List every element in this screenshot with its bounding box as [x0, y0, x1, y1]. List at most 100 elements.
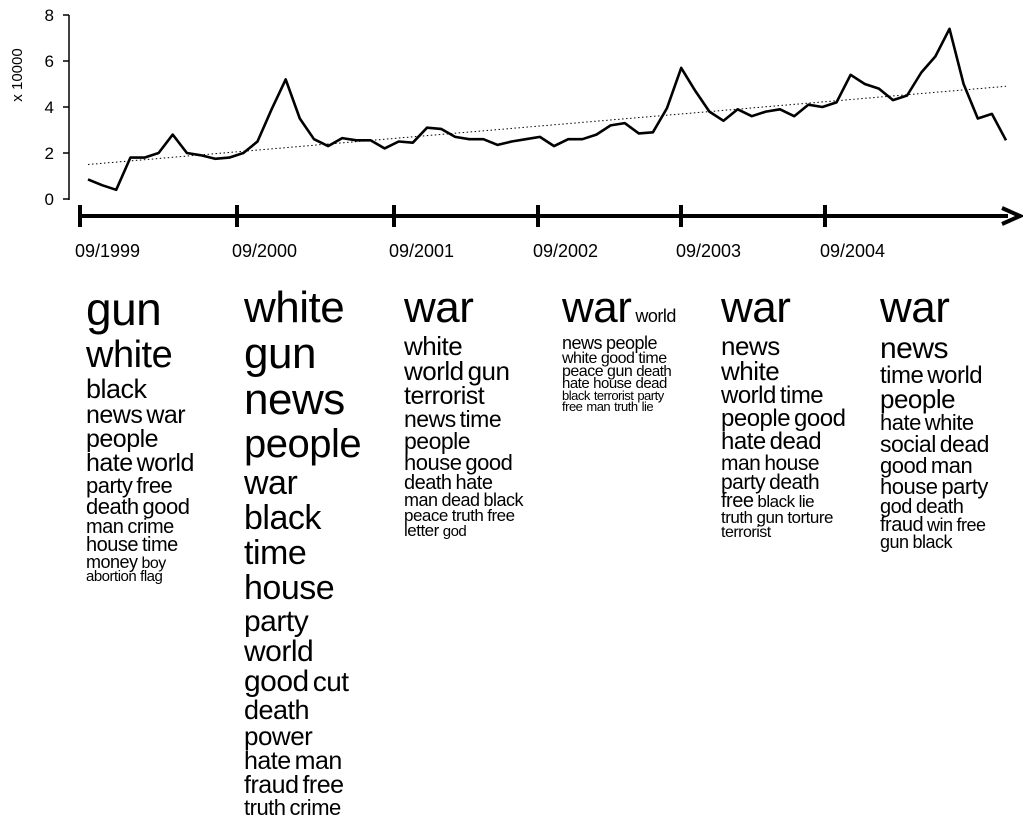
cloud-word: war	[880, 283, 950, 332]
word-cloud-line: god death	[880, 496, 989, 518]
word-cloud-line: black	[244, 501, 361, 539]
word-cloud-line: peace gun death	[562, 363, 676, 380]
cloud-word: time	[459, 406, 502, 432]
word-cloud-line: time	[244, 534, 361, 574]
word-cloud-09-2000: white gun news people war black time house party…	[244, 286, 362, 820]
cloud-word: time	[880, 362, 924, 389]
word-cloud-line: man dead black	[404, 490, 523, 510]
word-cloud-line: house party	[880, 474, 989, 499]
word-cloud-09-2002: war world news people white good time peace…	[562, 283, 676, 414]
word-cloud-line: man house	[721, 452, 845, 475]
x-axis-arrowhead	[1001, 206, 1023, 226]
word-cloud-line: death good	[86, 496, 194, 519]
cloud-word: dead	[769, 428, 822, 455]
word-cloud-line: fraud free	[244, 773, 361, 799]
cloud-word: world	[404, 356, 464, 386]
cloud-word: free	[562, 399, 583, 414]
cloud-word: dead	[939, 431, 990, 457]
cloud-word: house	[880, 474, 938, 499]
word-cloud-line: white good time	[562, 350, 676, 367]
word-cloud-09-2001: war white world gun terrorist news time peopl…	[404, 286, 523, 540]
x-tick-label: 09/2002	[533, 241, 598, 261]
cloud-word: people	[404, 428, 471, 454]
word-cloud-09-1999: gun white black news war people hate world par…	[86, 283, 194, 584]
cloud-word: fraud	[880, 514, 924, 536]
cloud-word: house	[764, 452, 820, 475]
cloud-word: peace	[562, 363, 604, 380]
series-line	[87, 27, 1008, 192]
cloud-word: gun	[880, 532, 909, 552]
word-cloud-line: truth gun torture	[721, 508, 845, 527]
word-cloud-line: peace truth free	[404, 506, 523, 525]
cloud-word: party	[244, 605, 309, 638]
cloud-word: free	[956, 515, 987, 535]
cloud-word: good	[244, 665, 309, 698]
cloud-word: death	[404, 472, 452, 494]
cloud-word: black	[912, 532, 953, 552]
word-cloud-line: people	[880, 384, 989, 414]
cloud-word: house	[86, 534, 139, 556]
cloud-word: people	[880, 384, 956, 414]
word-cloud-line: hate man	[244, 747, 361, 775]
word-cloud-line: fraud win free	[880, 514, 989, 536]
cloud-word: death	[915, 496, 964, 518]
cloud-word: time	[244, 534, 307, 572]
word-cloud-line: party	[244, 605, 361, 639]
x-tick-label: 09/2004	[820, 241, 885, 261]
word-cloud-line: free man truth lie	[562, 399, 676, 414]
cloud-word: time	[779, 382, 824, 409]
word-cloud-line: death hate	[404, 472, 523, 494]
cloud-word: hate	[880, 410, 921, 435]
cloud-word: hate	[86, 449, 133, 477]
cloud-word: black	[483, 490, 523, 510]
word-cloud-line: war	[244, 466, 361, 504]
cloud-word: world	[635, 306, 676, 326]
cloud-word: good	[465, 450, 513, 475]
cloud-word: god	[442, 523, 467, 540]
cloud-word: people	[605, 333, 658, 353]
word-cloud-line: white	[86, 334, 194, 378]
word-cloud-line: war	[404, 286, 523, 336]
word-cloud-09-2004: war news time world people hate white social …	[880, 283, 990, 552]
series-line-group	[87, 27, 1008, 192]
word-cloud-line: truth crime	[244, 795, 361, 820]
word-cloud-line: people	[86, 427, 194, 453]
cloud-word: gun	[756, 508, 784, 527]
word-cloud-line: people	[404, 428, 523, 454]
word-cloud-line: good cut	[244, 665, 361, 699]
cloud-word: war	[562, 283, 632, 332]
cloud-word: white	[404, 331, 463, 361]
cloud-word: world	[244, 635, 314, 668]
cloud-word: man	[86, 516, 124, 538]
cloud-word: social	[880, 431, 936, 457]
cloud-word: hate	[244, 747, 291, 775]
y-axis: 8 6 4 2 0	[45, 6, 70, 209]
cloud-word: time	[638, 350, 667, 367]
cloud-word: truth	[451, 506, 484, 525]
word-cloud-line: people good	[721, 407, 846, 432]
x-tick-label: 09/2000	[232, 241, 297, 261]
x-axis: 09/1999 09/2000 09/2001 09/2002 09/2003 09/20…	[75, 205, 1023, 261]
word-cloud-line: gun	[244, 332, 361, 382]
word-cloud-line: war	[880, 283, 989, 336]
cloud-word: boy	[141, 555, 166, 572]
cloud-word: white	[86, 334, 173, 376]
y-tick-label: 2	[45, 144, 54, 163]
y-tick-label: 8	[45, 6, 54, 25]
cloud-word: news	[562, 333, 603, 353]
y-axis-label: x 10000	[9, 48, 26, 101]
word-cloud-line: news war	[86, 403, 194, 429]
cloud-word: time	[141, 534, 178, 556]
word-cloud-line: black	[86, 376, 194, 405]
cloud-word: gun	[86, 283, 162, 335]
cloud-word: truth	[244, 795, 286, 820]
cloud-word: white	[562, 350, 597, 367]
cloud-word: crime	[127, 516, 174, 538]
cloud-word: party	[86, 473, 133, 498]
cloud-word: world	[927, 362, 983, 389]
word-cloud-line: white	[721, 358, 845, 386]
word-cloud-line: world	[244, 635, 361, 669]
word-cloud-line: news	[721, 333, 845, 361]
word-cloud-line: party free	[86, 473, 194, 498]
cloud-word: terrorist	[593, 388, 634, 403]
